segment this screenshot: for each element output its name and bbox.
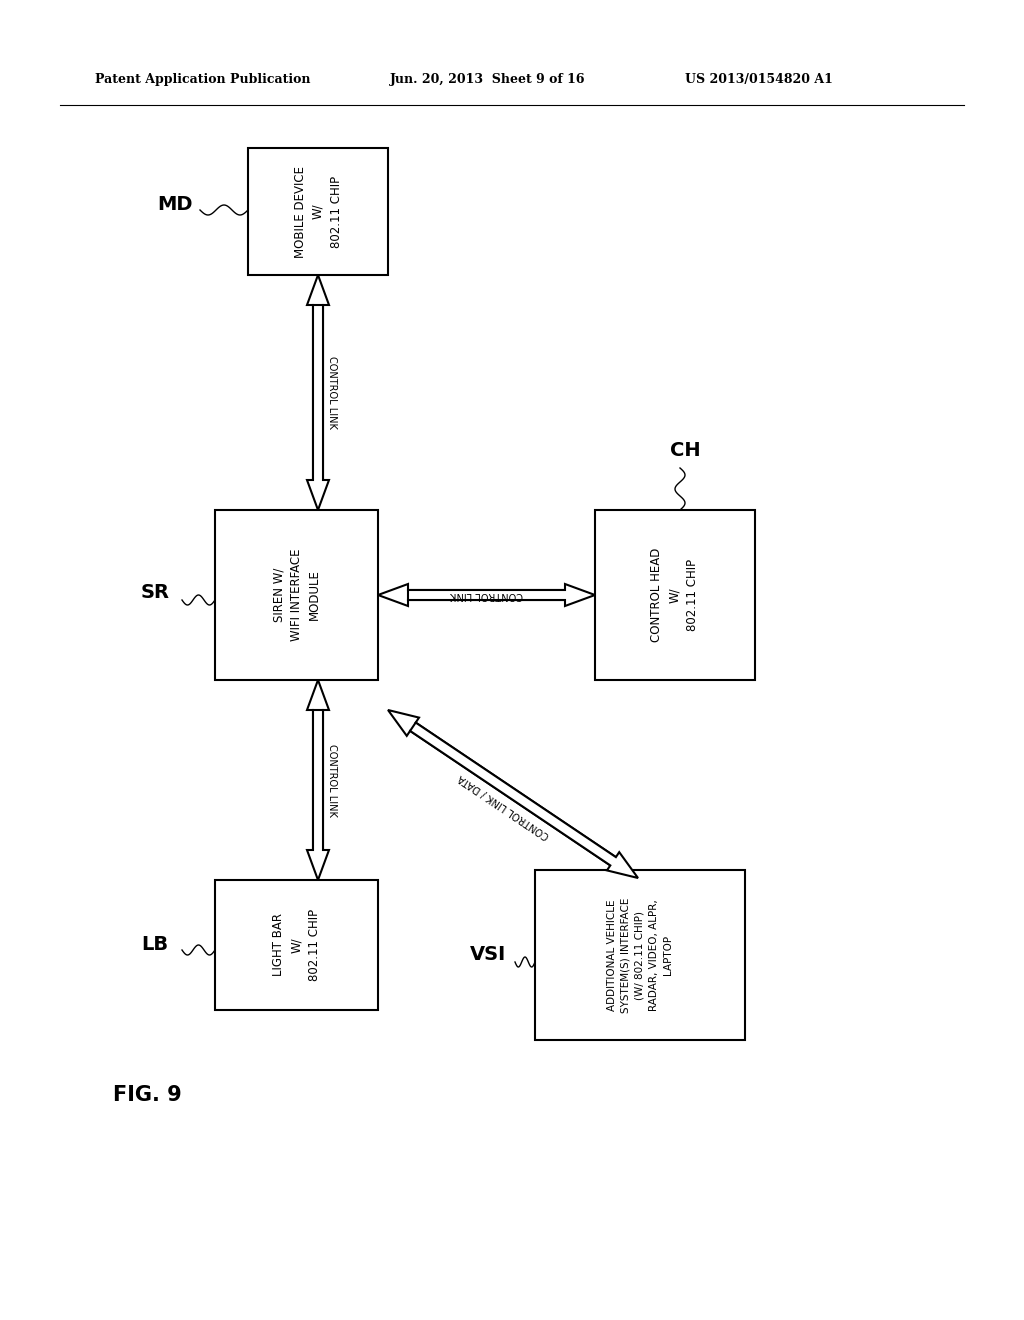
- Polygon shape: [307, 305, 329, 510]
- Text: CONTROL LINK: CONTROL LINK: [451, 590, 523, 601]
- Text: CONTROL LINK / DATA: CONTROL LINK / DATA: [458, 772, 552, 841]
- Polygon shape: [307, 680, 329, 850]
- Bar: [248, 148, 388, 275]
- Text: CONTROL HEAD
W/
802.11 CHIP: CONTROL HEAD W/ 802.11 CHIP: [650, 548, 699, 643]
- Text: Jun. 20, 2013  Sheet 9 of 16: Jun. 20, 2013 Sheet 9 of 16: [390, 74, 586, 87]
- Polygon shape: [307, 710, 329, 880]
- Polygon shape: [378, 583, 565, 606]
- Text: LIGHT BAR
W/
802.11 CHIP: LIGHT BAR W/ 802.11 CHIP: [272, 909, 321, 981]
- Text: Patent Application Publication: Patent Application Publication: [95, 74, 310, 87]
- Polygon shape: [307, 275, 329, 480]
- Bar: [215, 880, 378, 1010]
- Text: CONTROL LINK: CONTROL LINK: [327, 356, 337, 429]
- Text: ADDITIONAL VEHICLE
SYSTEM(S) INTERFACE
(W/ 802.11 CHIP)
RADAR, VIDEO, ALPR,
LAPT: ADDITIONAL VEHICLE SYSTEM(S) INTERFACE (…: [607, 898, 673, 1012]
- Bar: [595, 510, 755, 680]
- Polygon shape: [388, 710, 615, 866]
- Text: US 2013/0154820 A1: US 2013/0154820 A1: [685, 74, 833, 87]
- Text: MOBILE DEVICE
W/
802.11 CHIP: MOBILE DEVICE W/ 802.11 CHIP: [294, 165, 342, 257]
- Text: FIG. 9: FIG. 9: [113, 1085, 181, 1105]
- Text: VSI: VSI: [470, 945, 506, 965]
- Text: SIREN W/
WIFI INTERFACE
MODULE: SIREN W/ WIFI INTERFACE MODULE: [272, 549, 321, 642]
- Bar: [535, 870, 745, 1040]
- Bar: [215, 510, 378, 680]
- Text: CONTROL LINK: CONTROL LINK: [327, 743, 337, 817]
- Polygon shape: [410, 722, 638, 878]
- Text: CH: CH: [670, 441, 700, 459]
- Polygon shape: [408, 583, 595, 606]
- Text: LB: LB: [141, 936, 169, 954]
- Text: MD: MD: [158, 195, 193, 214]
- Text: SR: SR: [140, 583, 170, 602]
